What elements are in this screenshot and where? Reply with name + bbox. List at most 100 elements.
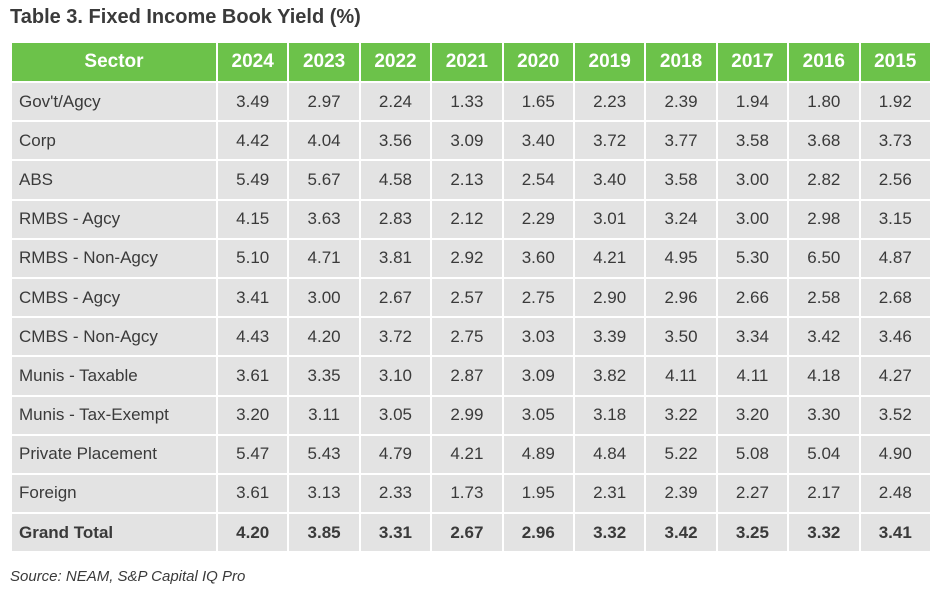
- yield-cell: 2.98: [789, 200, 859, 238]
- yield-cell: 5.49: [218, 161, 288, 199]
- yield-cell: 3.22: [646, 396, 716, 434]
- yield-cell: 3.18: [574, 396, 645, 434]
- column-header-sector: Sector: [12, 43, 216, 81]
- yield-cell: 2.12: [432, 200, 502, 238]
- yield-cell: 3.24: [646, 200, 716, 238]
- yield-cell: 3.00: [289, 278, 359, 317]
- yield-cell: 2.96: [503, 514, 573, 552]
- yield-cell: 3.72: [360, 318, 431, 356]
- yield-cell: 3.30: [789, 396, 859, 434]
- fixed-income-yield-table: Sector 2024 2023 2022 2021 2020 2019 201…: [10, 41, 932, 554]
- total-row: Grand Total 4.20 3.85 3.31 2.67 2.96 3.32 3.42 3…: [12, 514, 930, 552]
- yield-cell: 2.90: [574, 278, 645, 317]
- yield-cell: 3.20: [218, 396, 288, 434]
- yield-cell: 3.09: [432, 122, 502, 160]
- yield-cell: 3.42: [646, 514, 716, 552]
- yield-cell: 3.56: [360, 122, 431, 160]
- yield-cell: 3.32: [789, 514, 859, 552]
- column-header-year: 2020: [503, 43, 573, 81]
- yield-cell: 2.48: [860, 474, 930, 513]
- yield-cell: 3.13: [289, 474, 359, 513]
- yield-cell: 2.83: [360, 200, 431, 238]
- yield-cell: 3.32: [574, 514, 645, 552]
- yield-cell: 3.77: [646, 122, 716, 160]
- yield-cell: 2.31: [574, 474, 645, 513]
- yield-cell: 1.95: [503, 474, 573, 513]
- yield-cell: 4.79: [360, 435, 431, 473]
- yield-cell: 3.09: [503, 357, 573, 395]
- yield-cell: 2.56: [860, 161, 930, 199]
- yield-cell: 3.03: [503, 318, 573, 356]
- table-row: CMBS - Non-Agcy 4.43 4.20 3.72 2.75 3.03 3.39 3…: [12, 318, 930, 356]
- yield-cell: 3.41: [218, 278, 288, 317]
- yield-cell: 2.67: [360, 278, 431, 317]
- yield-cell: 3.60: [503, 239, 573, 277]
- table-row: Munis - Tax-Exempt 3.20 3.11 3.05 2.99 3.05 3.…: [12, 396, 930, 434]
- yield-cell: 2.57: [432, 278, 502, 317]
- yield-cell: 3.41: [860, 514, 930, 552]
- yield-cell: 3.81: [360, 239, 431, 277]
- yield-cell: 5.10: [218, 239, 288, 277]
- yield-cell: 3.05: [503, 396, 573, 434]
- yield-cell: 2.39: [646, 474, 716, 513]
- yield-cell: 5.22: [646, 435, 716, 473]
- yield-cell: 3.73: [860, 122, 930, 160]
- table-row: RMBS - Non-Agcy 5.10 4.71 3.81 2.92 3.60 4.21 4…: [12, 239, 930, 277]
- yield-cell: 4.11: [646, 357, 716, 395]
- yield-cell: 2.33: [360, 474, 431, 513]
- yield-cell: 4.27: [860, 357, 930, 395]
- table-row: Corp 4.42 4.04 3.56 3.09 3.40 3.72 3.77 3.58 3.68…: [12, 122, 930, 160]
- yield-cell: 3.00: [717, 200, 788, 238]
- yield-cell: 4.15: [218, 200, 288, 238]
- sector-cell: Gov't/Agcy: [12, 83, 216, 121]
- yield-cell: 5.43: [289, 435, 359, 473]
- table-row: Private Placement 5.47 5.43 4.79 4.21 4.89 4.8…: [12, 435, 930, 473]
- yield-cell: 2.54: [503, 161, 573, 199]
- yield-cell: 3.40: [574, 161, 645, 199]
- yield-cell: 5.67: [289, 161, 359, 199]
- table-header: Sector 2024 2023 2022 2021 2020 2019 201…: [12, 43, 930, 81]
- yield-cell: 4.11: [717, 357, 788, 395]
- yield-cell: 3.00: [717, 161, 788, 199]
- table-title: Table 3. Fixed Income Book Yield (%): [10, 6, 361, 28]
- yield-cell: 1.80: [789, 83, 859, 121]
- yield-cell: 3.58: [646, 161, 716, 199]
- yield-cell: 2.92: [432, 239, 502, 277]
- yield-cell: 1.92: [860, 83, 930, 121]
- yield-cell: 2.99: [432, 396, 502, 434]
- yield-cell: 3.61: [218, 357, 288, 395]
- yield-cell: 2.75: [503, 278, 573, 317]
- yield-cell: 3.25: [717, 514, 788, 552]
- yield-cell: 2.96: [646, 278, 716, 317]
- yield-cell: 2.67: [432, 514, 502, 552]
- yield-cell: 2.23: [574, 83, 645, 121]
- yield-cell: 4.71: [289, 239, 359, 277]
- yield-cell: 4.87: [860, 239, 930, 277]
- yield-cell: 3.01: [574, 200, 645, 238]
- yield-cell: 5.04: [789, 435, 859, 473]
- yield-cell: 3.34: [717, 318, 788, 356]
- yield-cell: 3.85: [289, 514, 359, 552]
- yield-cell: 3.68: [789, 122, 859, 160]
- yield-cell: 2.68: [860, 278, 930, 317]
- yield-cell: 2.82: [789, 161, 859, 199]
- yield-cell: 2.87: [432, 357, 502, 395]
- yield-cell: 3.52: [860, 396, 930, 434]
- yield-cell: 4.21: [574, 239, 645, 277]
- yield-cell: 4.21: [432, 435, 502, 473]
- yield-cell: 2.29: [503, 200, 573, 238]
- header-row: Sector 2024 2023 2022 2021 2020 2019 201…: [12, 43, 930, 81]
- yield-cell: 3.39: [574, 318, 645, 356]
- yield-cell: 2.75: [432, 318, 502, 356]
- yield-cell: 3.35: [289, 357, 359, 395]
- yield-cell: 2.24: [360, 83, 431, 121]
- column-header-year: 2022: [360, 43, 431, 81]
- yield-cell: 3.05: [360, 396, 431, 434]
- yield-cell: 4.58: [360, 161, 431, 199]
- sector-cell: CMBS - Non-Agcy: [12, 318, 216, 356]
- table-row: ABS 5.49 5.67 4.58 2.13 2.54 3.40 3.58 3.00 2.82 2…: [12, 161, 930, 199]
- yield-cell: 3.61: [218, 474, 288, 513]
- table-row: Gov't/Agcy 3.49 2.97 2.24 1.33 1.65 2.23 2.39 1.…: [12, 83, 930, 121]
- sector-cell: Munis - Tax-Exempt: [12, 396, 216, 434]
- yield-cell: 2.39: [646, 83, 716, 121]
